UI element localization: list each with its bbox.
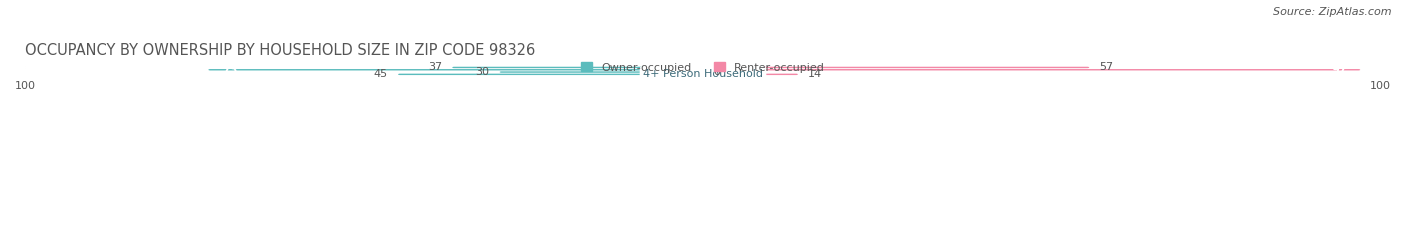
Text: 3-Person Household: 3-Person Household [648,67,758,77]
FancyBboxPatch shape [25,67,1381,68]
Text: 97: 97 [1331,65,1347,75]
FancyBboxPatch shape [453,67,703,68]
Text: 14: 14 [808,69,823,79]
FancyBboxPatch shape [398,74,703,75]
Text: 73: 73 [222,65,238,75]
Text: 57: 57 [1099,62,1114,72]
Text: 1-Person Household: 1-Person Household [648,62,758,72]
Text: 4+ Person Household: 4+ Person Household [643,69,763,79]
FancyBboxPatch shape [703,69,1360,70]
Text: Source: ZipAtlas.com: Source: ZipAtlas.com [1274,7,1392,17]
FancyBboxPatch shape [25,69,1381,71]
Text: OCCUPANCY BY OWNERSHIP BY HOUSEHOLD SIZE IN ZIP CODE 98326: OCCUPANCY BY OWNERSHIP BY HOUSEHOLD SIZE… [25,43,536,58]
Text: 37: 37 [427,62,441,72]
Legend: Owner-occupied, Renter-occupied: Owner-occupied, Renter-occupied [576,58,830,77]
FancyBboxPatch shape [499,71,703,73]
FancyBboxPatch shape [703,74,797,75]
FancyBboxPatch shape [25,73,1381,75]
FancyBboxPatch shape [25,71,1381,73]
Text: 2-Person Household: 2-Person Household [647,65,759,75]
Text: 0: 0 [713,67,720,77]
FancyBboxPatch shape [703,67,1090,68]
FancyBboxPatch shape [208,69,703,70]
Text: 45: 45 [374,69,388,79]
Text: 30: 30 [475,67,489,77]
